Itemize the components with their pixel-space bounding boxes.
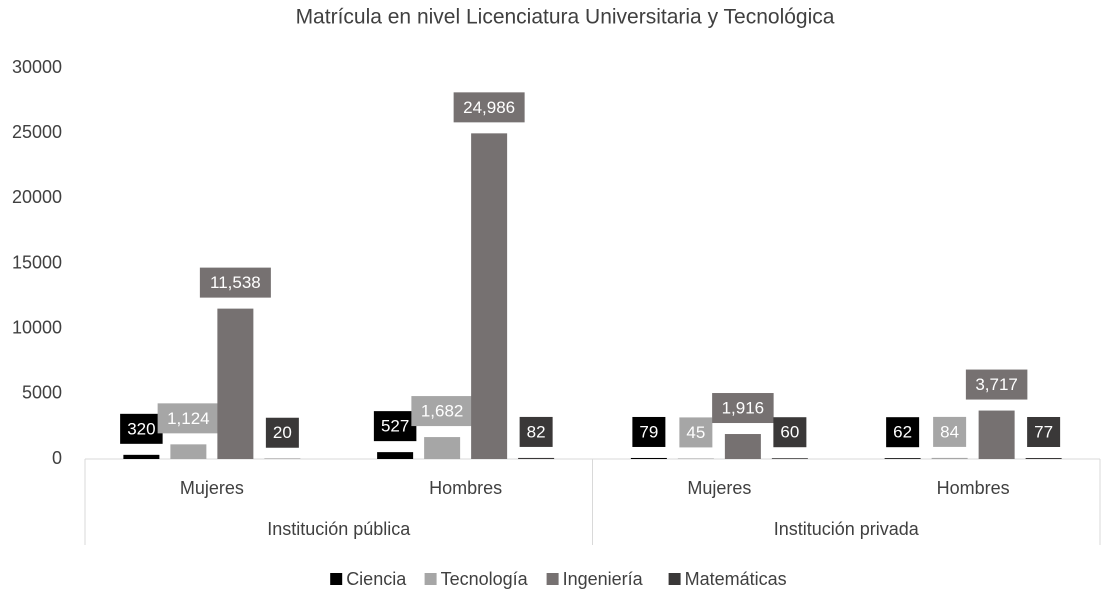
group-label: Institución privada [774,519,920,539]
bar [724,434,761,459]
y-tick-label: 20000 [12,187,62,207]
value-label: 20 [273,423,292,442]
y-tick-label: 10000 [12,317,62,337]
bar [217,308,254,459]
value-label-box [632,416,666,447]
value-label-box [679,417,713,448]
bar [377,452,414,459]
value-label: 79 [639,422,658,441]
value-label-box [519,416,553,447]
x-tick-label: Hombres [429,478,502,498]
y-tick-label: 5000 [22,383,62,403]
legend-swatch [546,573,559,585]
bar [884,458,921,459]
legend-label: Matemáticas [685,569,787,589]
value-label: 62 [893,423,912,442]
value-label-box [453,92,525,123]
x-tick-label: Hombres [937,478,1010,498]
value-label-box [120,413,163,444]
value-label-box [411,396,473,427]
value-label-box [157,403,220,434]
bar [471,133,508,460]
bar [771,458,808,459]
bar [424,437,461,459]
value-label: 77 [1034,422,1053,441]
legend-swatch [668,573,681,585]
bar [1025,457,1062,459]
legend-swatch [424,573,437,585]
legend-label: Ingeniería [563,569,644,589]
value-label: 11,538 [210,273,261,292]
value-label: 3,717 [975,375,1018,394]
value-label-box [373,411,417,442]
bar [978,410,1015,459]
value-label: 84 [940,422,959,441]
value-label-box [199,267,271,298]
x-tick-label: Mujeres [687,478,751,498]
bar [518,457,555,459]
y-tick-label: 30000 [12,57,62,77]
value-label: 1,124 [167,409,210,428]
legend-label: Tecnología [441,569,529,589]
value-label: 60 [780,423,799,442]
value-label-box [886,417,920,448]
chart-title: Matrícula en nivel Licenciatura Universi… [296,6,835,29]
group-label: Institución pública [267,519,411,539]
value-label: 24,986 [463,98,515,117]
bar [170,444,207,459]
value-label: 1,682 [421,402,464,421]
value-label-box [773,417,807,448]
value-label: 320 [127,419,155,438]
x-tick-label: Mujeres [180,478,244,498]
y-tick-label: 15000 [12,252,62,272]
value-label-box [1027,416,1061,447]
value-label-box [965,369,1028,400]
legend-label: Ciencia [346,569,407,589]
value-label-box [712,393,774,424]
bar [931,457,968,459]
value-label-box [933,416,967,447]
value-label: 527 [381,417,409,436]
y-tick-label: 25000 [12,122,62,142]
legend-swatch [330,573,343,585]
bar [677,458,714,459]
value-label-box [265,417,299,448]
bar [630,457,667,459]
value-label: 45 [686,423,705,442]
value-label: 1,916 [722,399,765,418]
y-tick-label: 0 [52,448,62,468]
bar [123,454,160,459]
value-label: 82 [527,422,546,441]
